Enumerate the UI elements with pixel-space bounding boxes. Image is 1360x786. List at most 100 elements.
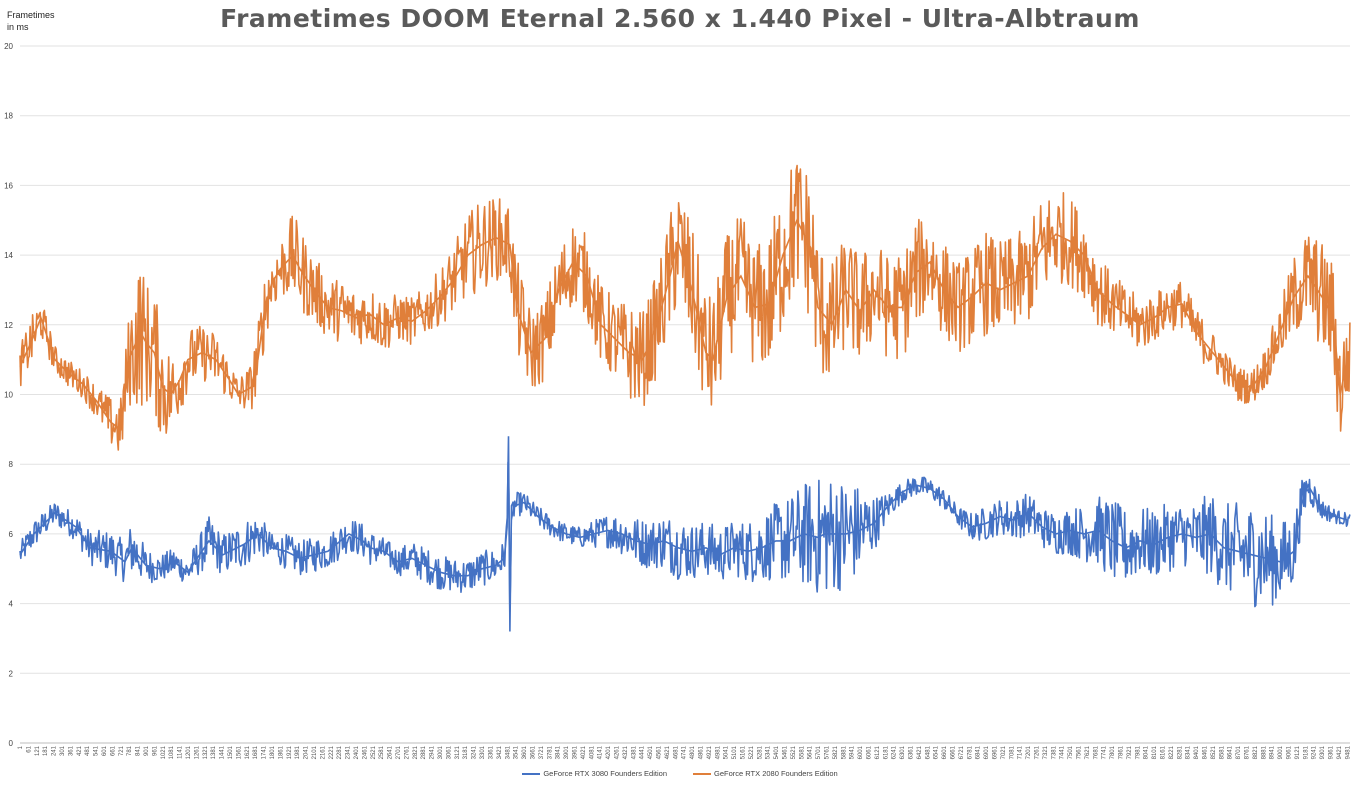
x-tick-label: 901 — [144, 745, 150, 756]
x-tick-label: 9001 — [1278, 745, 1284, 759]
x-tick-label: 7141 — [1018, 745, 1024, 759]
x-tick-label: 8281 — [1177, 745, 1183, 759]
x-tick-label: 4741 — [682, 745, 688, 759]
x-tick-label: 1261 — [194, 745, 200, 759]
x-tick-label: 3061 — [446, 745, 452, 759]
legend-item-rtx2080[interactable]: GeForce RTX 2080 Founders Edition — [693, 769, 838, 778]
x-tick-label: 4921 — [707, 745, 713, 759]
x-tick-label: 3781 — [547, 745, 553, 759]
x-tick-label: 2041 — [304, 745, 310, 759]
x-tick-label: 3361 — [488, 745, 494, 759]
x-tick-label: 2761 — [404, 745, 410, 759]
x-tick-label: 1321 — [203, 745, 209, 759]
x-tick-label: 3241 — [472, 745, 478, 759]
legend-swatch-rtx3080 — [522, 772, 541, 775]
x-tick-label: 9061 — [1287, 745, 1293, 759]
x-tick-label: 9121 — [1295, 745, 1301, 759]
x-tick-label: 3721 — [539, 745, 545, 759]
x-tick-label: 7201 — [1026, 745, 1032, 759]
y-axis-label-line-2: in ms — [7, 22, 29, 32]
x-tick-label: 1561 — [236, 745, 242, 759]
x-tick-label: 5881 — [841, 745, 847, 759]
x-tick-label: 7021 — [1001, 745, 1007, 759]
x-tick-label: 2221 — [329, 745, 335, 759]
x-tick-label: 3961 — [572, 745, 578, 759]
x-tick-label: 8701 — [1236, 745, 1242, 759]
x-tick-label: 5341 — [766, 745, 772, 759]
x-tick-label: 8341 — [1186, 745, 1192, 759]
x-tick-label: 781 — [127, 745, 133, 756]
x-tick-label: 7561 — [1077, 745, 1083, 759]
legend-item-rtx3080[interactable]: GeForce RTX 3080 Founders Edition — [522, 769, 667, 778]
x-tick-label: 7501 — [1068, 745, 1074, 759]
x-tick-label: 6481 — [925, 745, 931, 759]
x-tick-label: 6841 — [976, 745, 982, 759]
x-tick-label: 6301 — [900, 745, 906, 759]
x-tick-label: 1921 — [287, 745, 293, 759]
x-tick-label: 8461 — [1203, 745, 1209, 759]
x-tick-label: 1021 — [161, 745, 167, 759]
x-tick-label: 2941 — [430, 745, 436, 759]
x-tick-label: 9421 — [1337, 745, 1343, 759]
x-tick-label: 8881 — [1261, 745, 1267, 759]
x-tick-label: 6241 — [892, 745, 898, 759]
x-tick-label: 8941 — [1270, 745, 1276, 759]
x-tick-label: 1861 — [278, 745, 284, 759]
y-tick-label: 18 — [4, 112, 13, 121]
x-tick-label: 61 — [26, 745, 32, 752]
y-tick-label: 2 — [9, 669, 14, 678]
x-tick-label: 4141 — [598, 745, 604, 759]
x-tick-label: 3541 — [514, 745, 520, 759]
x-tick-label: 6541 — [934, 745, 940, 759]
y-tick-label: 20 — [4, 42, 13, 51]
x-tick-label: 6781 — [967, 745, 973, 759]
x-tick-label: 5641 — [808, 745, 814, 759]
x-tick-label: 9481 — [1345, 745, 1351, 759]
x-tick-label: 361 — [68, 745, 74, 756]
x-tick-label: 4441 — [640, 745, 646, 759]
x-tick-label: 8101 — [1152, 745, 1158, 759]
x-tick-label: 4561 — [656, 745, 662, 759]
x-tick-label: 4021 — [581, 745, 587, 759]
x-tick-label: 7321 — [1043, 745, 1049, 759]
x-tick-label: 4621 — [665, 745, 671, 759]
x-tick-label: 7741 — [1102, 745, 1108, 759]
x-tick-label: 3121 — [455, 745, 461, 759]
x-tick-label: 241 — [52, 745, 58, 756]
x-tick-label: 5941 — [850, 745, 856, 759]
x-tick-label: 3001 — [438, 745, 444, 759]
x-tick-label: 8761 — [1245, 745, 1251, 759]
x-tick-label: 841 — [136, 745, 142, 756]
y-axis-label: Frametimes in ms — [7, 9, 77, 33]
x-tick-label: 3601 — [522, 745, 528, 759]
x-tick-label: 2161 — [320, 745, 326, 759]
x-tick-label: 9241 — [1312, 745, 1318, 759]
y-axis-label-line-1: Frametimes — [7, 10, 55, 20]
x-tick-label: 7861 — [1119, 745, 1125, 759]
legend: GeForce RTX 3080 Founders Edition GeForc… — [0, 769, 1360, 778]
x-tick-label: 6961 — [993, 745, 999, 759]
x-tick-label: 5461 — [782, 745, 788, 759]
x-tick-label: 1501 — [228, 745, 234, 759]
x-tick-label: 121 — [35, 745, 41, 756]
x-tick-label: 4501 — [648, 745, 654, 759]
x-tick-label: 5221 — [749, 745, 755, 759]
x-tick-label: 8641 — [1228, 745, 1234, 759]
x-tick-label: 7261 — [1035, 745, 1041, 759]
x-tick-label: 6901 — [984, 745, 990, 759]
x-tick-label: 6421 — [917, 745, 923, 759]
x-tick-label: 9361 — [1329, 745, 1335, 759]
y-tick-label: 14 — [4, 251, 13, 260]
x-tick-label: 1621 — [245, 745, 251, 759]
legend-label-rtx2080: GeForce RTX 2080 Founders Edition — [714, 769, 838, 778]
x-tick-label: 5521 — [791, 745, 797, 759]
series-lines — [19, 164, 1351, 632]
x-tick-label: 6721 — [959, 745, 965, 759]
y-tick-label: 16 — [4, 181, 13, 190]
x-tick-label: 2281 — [337, 745, 343, 759]
x-tick-label: 2401 — [354, 745, 360, 759]
x-tick-label: 601 — [102, 745, 108, 756]
x-tick-label: 2461 — [362, 745, 368, 759]
x-tick-label: 4381 — [631, 745, 637, 759]
